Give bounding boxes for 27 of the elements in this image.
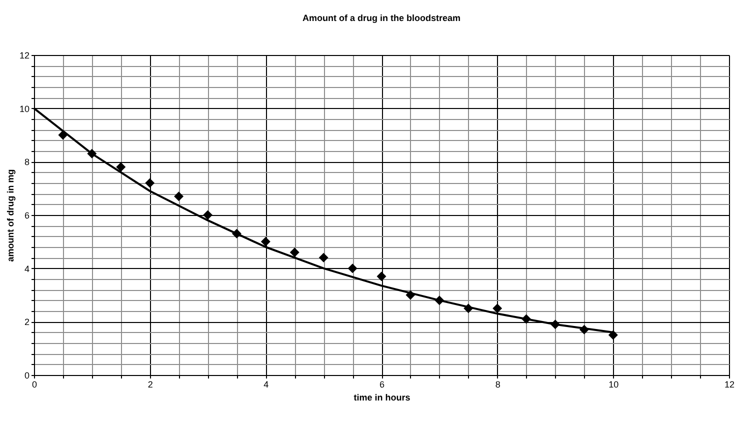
point xyxy=(290,248,300,258)
y-tick-label: 2 xyxy=(24,317,30,328)
x-tick-label: 0 xyxy=(32,380,38,390)
point xyxy=(376,272,386,282)
point xyxy=(116,162,126,172)
point xyxy=(260,236,270,246)
x-tick-label: 10 xyxy=(608,380,619,390)
y-tick-label: 0 xyxy=(24,370,30,380)
y-tick-label: 10 xyxy=(19,104,30,114)
point xyxy=(348,264,358,274)
x-tick-label: 8 xyxy=(495,380,500,390)
x-tick-label: 2 xyxy=(148,380,153,390)
point xyxy=(318,252,328,262)
point xyxy=(145,178,155,188)
y-axis-title: amount of drug in mg xyxy=(5,169,16,262)
point xyxy=(174,192,184,202)
x-tick-label: 4 xyxy=(264,380,269,390)
chart-title: Amount of a drug in the bloodstream xyxy=(302,13,460,23)
x-tick-label: 6 xyxy=(379,380,385,390)
y-tick-label: 6 xyxy=(24,210,30,220)
y-tick-label: 8 xyxy=(24,157,30,168)
y-tick-label: 12 xyxy=(19,50,30,60)
point xyxy=(492,304,502,314)
x-tick-label: 12 xyxy=(724,380,735,390)
y-tick-label: 4 xyxy=(24,264,30,274)
point xyxy=(608,330,618,340)
x-axis-title: time in hours xyxy=(354,392,410,402)
